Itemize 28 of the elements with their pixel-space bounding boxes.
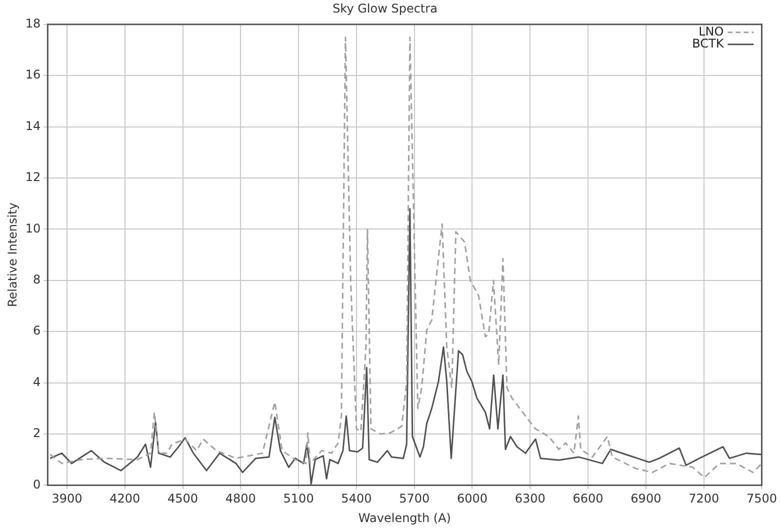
x-tick-label: 6000 bbox=[456, 492, 488, 506]
x-tick-label: 7200 bbox=[688, 492, 720, 506]
x-tick-label: 5100 bbox=[283, 492, 314, 506]
y-tick-label: 18 bbox=[25, 16, 41, 31]
x-tick-label: 6300 bbox=[514, 492, 546, 506]
y-tick-label: 8 bbox=[33, 272, 41, 287]
x-tick-label: 4800 bbox=[225, 492, 256, 506]
x-tick-label: 4500 bbox=[167, 492, 198, 506]
legend-label: BCTK bbox=[692, 36, 725, 51]
y-tick-label: 12 bbox=[25, 170, 41, 184]
x-tick-label: 7500 bbox=[746, 492, 778, 506]
y-tick-label: 16 bbox=[25, 68, 41, 82]
chart-title: Sky Glow Spectra bbox=[332, 1, 438, 16]
x-axis-title: Wavelength (A) bbox=[358, 510, 451, 525]
y-tick-label: 2 bbox=[33, 426, 41, 440]
x-tick-label: 6600 bbox=[572, 492, 604, 506]
y-tick-label: 0 bbox=[33, 477, 41, 492]
x-tick-label: 5700 bbox=[399, 492, 430, 506]
y-axis-title: Relative Intensity bbox=[5, 202, 20, 308]
y-tick-label: 14 bbox=[25, 118, 41, 133]
legend-label: LNO bbox=[698, 24, 724, 39]
x-tick-label: 4200 bbox=[110, 492, 140, 506]
x-tick-label: 6900 bbox=[630, 492, 662, 506]
y-tick-label: 6 bbox=[33, 324, 41, 338]
x-tick-label: 3900 bbox=[52, 492, 82, 506]
x-tick-label: 5400 bbox=[341, 492, 372, 506]
y-tick-label: 10 bbox=[25, 221, 41, 236]
y-tick-label: 4 bbox=[33, 374, 41, 389]
